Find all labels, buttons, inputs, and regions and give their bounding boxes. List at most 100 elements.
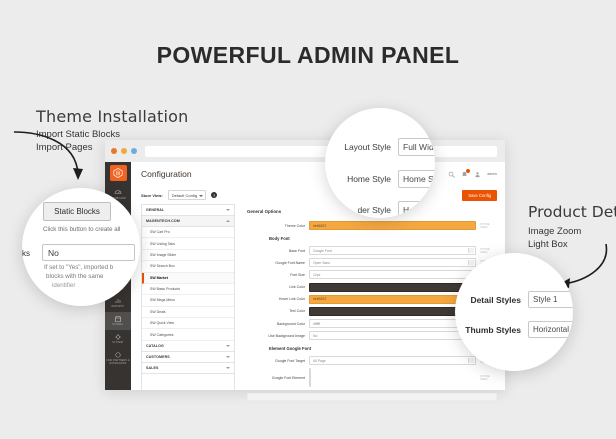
config-section-label: MAGENTECH.COM — [146, 219, 180, 223]
config-item-sw-listing-tabs[interactable]: SW Listing Tabs — [142, 238, 234, 250]
url-input[interactable] — [145, 145, 497, 157]
field-label: Thumb Styles — [465, 324, 521, 335]
text-color-input[interactable] — [309, 306, 476, 316]
font-size-input[interactable]: 12px — [309, 270, 476, 280]
field-scope: [STORE VIEW] — [480, 222, 490, 229]
field-label: Google Font Element — [271, 375, 305, 380]
config-section-label: CATALOG — [146, 343, 164, 348]
maximize-dot-icon[interactable] — [131, 148, 137, 154]
field-label: Google Font Name — [275, 260, 305, 265]
config-section-catalog[interactable]: CATALOG — [142, 340, 234, 352]
sidebar-item-stores[interactable]: STORES — [105, 311, 131, 330]
annotation-product-detail-title: Product Detail — [528, 203, 616, 221]
close-dot-icon[interactable] — [111, 148, 117, 154]
config-item-sw-cart-pro[interactable]: SW Cart Pro — [142, 227, 234, 239]
detail-styles-input[interactable]: Style 1 — [528, 291, 573, 308]
admin-header: Configuration admin — [131, 162, 505, 186]
config-item-sw-mega-menu[interactable]: SW Mega Menu — [142, 295, 234, 307]
notifications-bell-icon[interactable] — [461, 169, 470, 178]
browser-window: DASHBOARD SALES PRODUCTS CUSTOMERS MARKE… — [105, 140, 505, 401]
use-background-image-select[interactable]: No — [309, 331, 476, 341]
group-heading-element-google-font: Element Google Font — [269, 346, 312, 352]
search-icon[interactable] — [448, 171, 456, 178]
hover-link-color-input[interactable]: #eb5202 — [309, 294, 476, 304]
base-font-select[interactable]: Google Font — [309, 246, 476, 255]
minimize-dot-icon[interactable] — [121, 148, 127, 154]
config-section-magentech[interactable]: MAGENTECH.COM — [142, 216, 234, 227]
config-section-label: CUSTOMERS — [146, 354, 170, 359]
callout-row-header-style: der Style He — [333, 201, 435, 218]
field-google-font-name: Google Font Name Open Sans [STORE VIEW] — [247, 258, 497, 268]
config-item-sw-search-box[interactable]: SW Search Box — [142, 261, 234, 273]
sidebar-item-find-partners[interactable]: FIND PARTNERS & EXTENSIONS — [105, 348, 131, 369]
field-label: Hover Link Color — [278, 297, 305, 302]
field-label: der Style — [357, 205, 391, 215]
admin-user-icon[interactable] — [474, 171, 481, 178]
import-blocks-desc-line1: If set to "Yes", imported b — [44, 264, 114, 271]
dashboard-icon — [114, 189, 122, 194]
callout-product-detail-styles: Detail Styles Style 1 Thumb Styles Horiz… — [455, 253, 573, 371]
home-style-input[interactable]: Home Sty — [398, 170, 435, 188]
field-label: Background Color — [276, 321, 305, 326]
field-label: Link Color — [289, 285, 305, 290]
config-item-sw-categories[interactable]: SW Categories — [142, 329, 234, 341]
config-item-sw-image-slider[interactable]: SW Image Slider — [142, 249, 234, 262]
sidebar-item-label: DASHBOARD — [109, 196, 127, 200]
admin-user-label[interactable]: admin — [487, 172, 497, 176]
import-blocks-label: cks — [22, 249, 30, 258]
chevron-up-icon — [226, 220, 230, 222]
form-heading-general-options: General Options — [247, 209, 282, 214]
google-font-target-select[interactable]: All Page — [309, 356, 476, 366]
sidebar-item-reports[interactable]: REPORTS — [105, 294, 131, 312]
config-section-sales[interactable]: SALES — [142, 362, 234, 374]
page-title: POWERFUL ADMIN PANEL — [156, 42, 460, 68]
link-color-input[interactable] — [309, 282, 476, 292]
static-blocks-note: Click this button to create all — [43, 226, 121, 233]
annotation-import-static-blocks: Import Static Blocks — [36, 129, 120, 140]
config-item-sw-deals[interactable]: SW Deals — [142, 306, 234, 318]
field-font-size: Font Size 12px [STORE VIEW] — [247, 270, 497, 280]
stores-icon — [115, 316, 121, 322]
background-color-input[interactable]: #ffffff — [309, 319, 476, 329]
sidebar-item-dashboard[interactable]: DASHBOARD — [105, 185, 131, 203]
chevron-down-icon — [226, 209, 230, 211]
google-font-element-textarea[interactable] — [309, 367, 311, 387]
field-scope: [STORE VIEW] — [480, 247, 490, 254]
page-heading: Configuration — [141, 169, 192, 179]
field-label: Detail Styles — [470, 294, 521, 305]
config-section-customers[interactable]: CUSTOMERS — [142, 351, 234, 363]
thumb-styles-input[interactable]: Horizontal — [528, 321, 573, 338]
config-item-sw-basic-products[interactable]: SW Basic Products — [142, 283, 234, 296]
config-item-sw-quick-view[interactable]: SW Quick View — [142, 318, 234, 330]
import-blocks-select[interactable]: No — [42, 244, 135, 261]
field-label: Text Color — [289, 309, 305, 314]
extensions-icon — [115, 352, 121, 358]
notification-badge — [465, 169, 470, 173]
sidebar-item-label: SYSTEM — [112, 341, 124, 345]
callout-row-home-style: Home Style Home Sty — [333, 170, 435, 188]
annotation-light-box: Light Box — [528, 239, 568, 250]
sidebar-item-label: REPORTS — [111, 305, 125, 309]
configuration-nav: GENERAL MAGENTECH.COM SW Cart Pro SW Lis… — [141, 204, 235, 390]
store-view-select[interactable]: Default Config — [167, 190, 207, 200]
sidebar-item-system[interactable]: SYSTEM — [105, 330, 131, 348]
store-view-label: Store View: — [141, 192, 163, 198]
magento-logo-icon[interactable] — [109, 165, 127, 181]
config-item-sw-market[interactable]: SW Market — [142, 272, 234, 284]
static-blocks-button[interactable]: Static Blocks — [43, 202, 111, 221]
field-label: Home Style — [347, 174, 391, 184]
group-heading-body-font: Body Font — [269, 236, 290, 241]
config-section-general[interactable]: GENERAL — [142, 205, 234, 216]
chevron-down-icon — [226, 355, 230, 358]
save-config-button[interactable]: Save Config — [462, 189, 497, 201]
header-style-input[interactable]: He — [398, 201, 435, 218]
admin-main: Configuration admin Store View: Default … — [131, 162, 505, 401]
annotation-image-zoom: Image Zoom — [528, 226, 582, 237]
layout-style-input[interactable]: Full Wid — [398, 138, 435, 156]
google-font-name-select[interactable]: Open Sans — [309, 258, 476, 268]
theme-color-input[interactable]: #eb5202 — [309, 221, 476, 230]
callout-layout-styles: Layout Style Full Wid Home Style Home St… — [325, 108, 435, 218]
field-label: Google Font Target — [275, 358, 305, 363]
sidebar-item-label: STORES — [112, 323, 124, 327]
question-mark-icon[interactable]: ? — [211, 192, 218, 198]
